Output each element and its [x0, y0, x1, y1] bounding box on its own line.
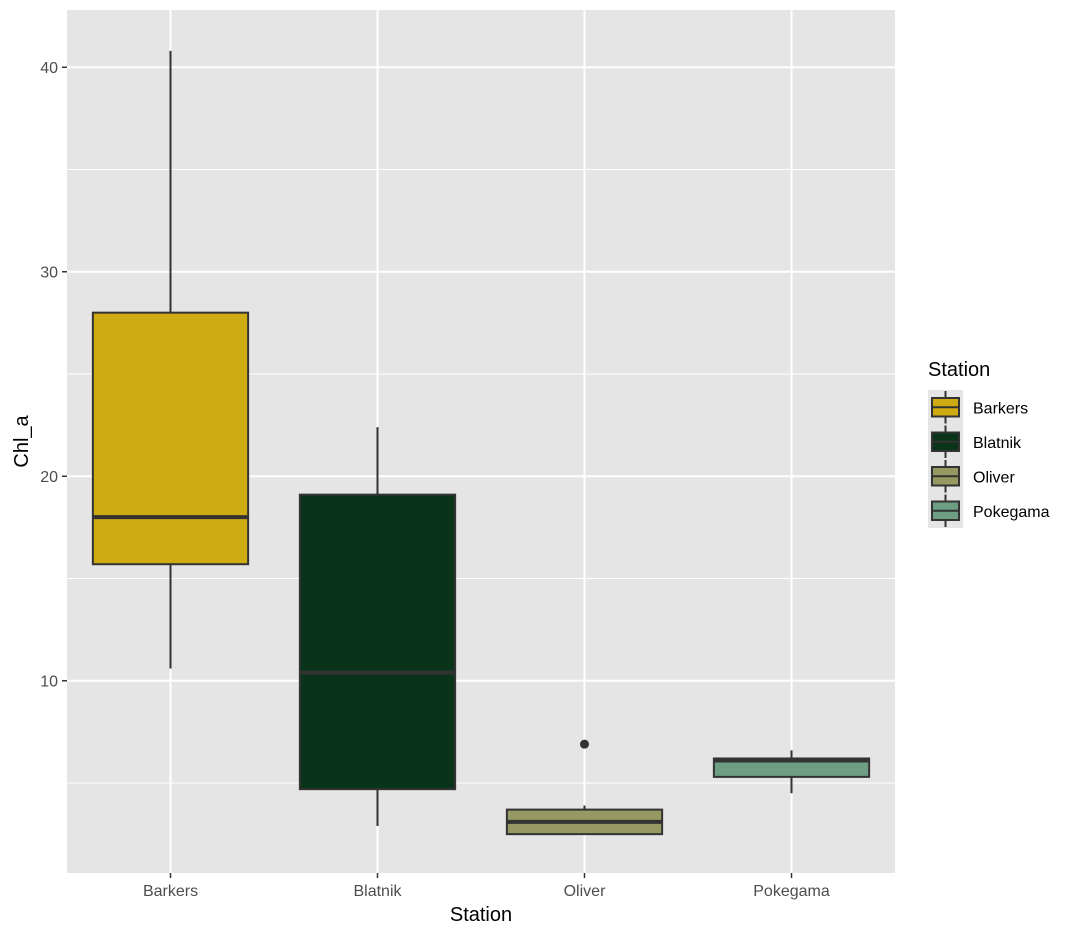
- x-tick-label: Pokegama: [753, 883, 830, 900]
- legend-item-pokegama: Pokegama: [931, 494, 1050, 527]
- y-axis: 10 20 30 40: [40, 60, 67, 690]
- x-axis-title: Station: [450, 904, 512, 926]
- box-barkers: [91, 50, 250, 669]
- y-tick-label: 20: [40, 469, 58, 486]
- x-tick-label: Blatnik: [353, 883, 402, 900]
- box-iqr: [712, 757, 871, 778]
- legend-item-oliver: Oliver: [931, 460, 1015, 493]
- legend-title: Station: [928, 359, 990, 381]
- box-oliver: [505, 739, 664, 836]
- legend-item-label: Pokegama: [973, 504, 1050, 521]
- box-blatnik: [298, 427, 457, 826]
- legend-item-label: Barkers: [973, 400, 1028, 417]
- legend: Station Barkers Blatnik Oliver Pokegama: [928, 359, 1050, 528]
- legend-item-blatnik: Blatnik: [931, 425, 1022, 458]
- x-tick-label: Barkers: [143, 883, 198, 900]
- legend-item-barkers: Barkers: [931, 391, 1028, 424]
- y-tick-label: 10: [40, 673, 58, 690]
- box-pokegama: [712, 750, 871, 794]
- legend-items: Barkers Blatnik Oliver Pokegama: [931, 391, 1050, 527]
- y-tick-label: 30: [40, 264, 58, 281]
- x-axis: Barkers Blatnik Oliver Pokegama: [143, 873, 830, 900]
- legend-item-label: Blatnik: [973, 435, 1022, 452]
- box-iqr: [91, 311, 250, 566]
- boxplots: [91, 50, 871, 836]
- outlier-point: [580, 739, 589, 749]
- y-tick-label: 40: [40, 60, 58, 77]
- x-tick-label: Oliver: [564, 883, 606, 900]
- legend-item-label: Oliver: [973, 469, 1015, 486]
- box-iqr: [298, 493, 457, 791]
- y-axis-title: Chl_a: [11, 415, 33, 468]
